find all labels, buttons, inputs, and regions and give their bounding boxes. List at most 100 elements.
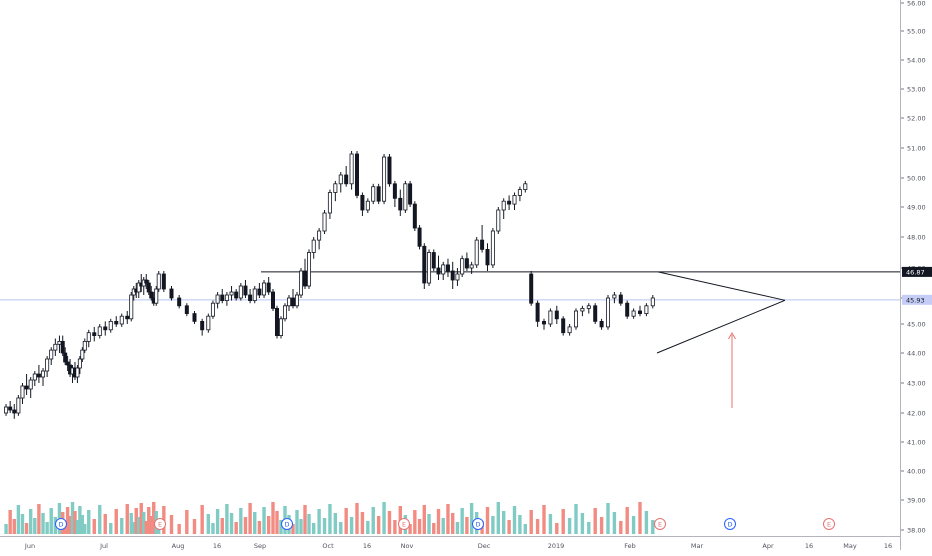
candle-body xyxy=(136,282,141,293)
volume-bar xyxy=(651,520,655,534)
event-label: D xyxy=(58,521,63,529)
candle-body xyxy=(548,310,553,325)
candle-body xyxy=(282,305,287,320)
candle-body xyxy=(311,239,316,253)
dividend-marker[interactable]: D xyxy=(55,518,67,530)
candle-body xyxy=(567,326,572,334)
time-tick-label: 16 xyxy=(363,542,371,550)
volume-bar xyxy=(125,504,129,534)
volume-bar xyxy=(37,504,41,534)
candle-body xyxy=(512,194,517,205)
candle-body xyxy=(650,297,655,307)
candle-body xyxy=(82,340,87,351)
earnings-marker[interactable]: E xyxy=(823,518,835,530)
candle-body xyxy=(129,294,134,320)
candle-body xyxy=(77,358,82,369)
time-tick-label: Aug xyxy=(172,542,185,550)
candle-body xyxy=(41,370,46,378)
volume-bar xyxy=(45,522,49,534)
volume-bar xyxy=(496,502,500,534)
dividend-marker[interactable]: D xyxy=(281,518,293,530)
event-label: E xyxy=(158,521,162,529)
candle-body xyxy=(542,320,547,325)
event-label: D xyxy=(727,521,732,529)
volume-bar xyxy=(441,518,445,534)
volume-bar xyxy=(185,510,189,534)
volume-bar xyxy=(215,509,220,534)
volume-bar xyxy=(68,516,72,534)
candle-body xyxy=(8,406,13,411)
candle-body xyxy=(257,288,262,296)
price-tick-label: 53.00 xyxy=(907,86,926,94)
candle-body xyxy=(507,200,512,205)
drawings xyxy=(656,271,786,408)
candle-body xyxy=(427,252,432,284)
time-tick-label: Dec xyxy=(478,542,491,550)
candle-body xyxy=(16,397,21,414)
time-tick-label: Jun xyxy=(24,542,35,550)
event-circle xyxy=(472,518,484,530)
volume-bar xyxy=(28,509,33,534)
volume-bar xyxy=(548,514,553,534)
candle-body xyxy=(92,332,97,337)
candle-body xyxy=(234,291,239,299)
event-circle xyxy=(154,518,166,530)
volume-bar xyxy=(220,518,224,534)
volume-bar xyxy=(253,512,257,534)
volume-bar xyxy=(491,516,495,534)
volume-bar xyxy=(535,519,540,534)
volume-bar xyxy=(132,522,136,534)
time-tick-label: 16 xyxy=(213,542,221,550)
dividend-marker[interactable]: D xyxy=(724,518,736,530)
candle-body xyxy=(294,294,299,307)
price-label: 46.87 xyxy=(906,268,925,276)
volume-bar xyxy=(382,502,386,534)
candle-body xyxy=(644,305,649,314)
volume-bar xyxy=(333,513,338,534)
volume-bar xyxy=(78,506,82,534)
earnings-marker[interactable]: E xyxy=(654,518,666,530)
candle-body xyxy=(382,156,387,202)
earnings-marker[interactable]: E xyxy=(398,518,410,530)
candle-body xyxy=(625,302,630,317)
price-tick-label: 51.00 xyxy=(907,145,926,153)
candle-body xyxy=(286,297,291,307)
volume-bar xyxy=(12,519,16,534)
price-tick-label: 49.00 xyxy=(907,204,926,212)
volume-bar xyxy=(234,522,238,534)
volume-bar xyxy=(644,511,649,534)
event-label: E xyxy=(658,521,662,529)
earnings-marker[interactable]: E xyxy=(154,518,166,530)
time-tick-label: Sep xyxy=(254,542,266,550)
candle-body xyxy=(412,203,417,229)
price-tick-label: 41.00 xyxy=(907,439,926,447)
candle-body xyxy=(86,332,91,342)
arrow-head xyxy=(728,332,736,340)
volume-bar xyxy=(317,509,321,534)
candle-body xyxy=(298,270,303,296)
candle-body xyxy=(317,230,322,241)
time-tick-label: 16 xyxy=(805,542,813,550)
volume-bar xyxy=(75,520,80,534)
volume-bar xyxy=(574,504,578,534)
dividend-marker[interactable]: D xyxy=(472,518,484,530)
volume-bar xyxy=(192,519,197,534)
candle-body xyxy=(63,352,68,363)
volume-bar xyxy=(387,511,392,534)
candle-body xyxy=(574,310,579,328)
candle-body xyxy=(554,310,559,320)
volume-bar xyxy=(266,516,271,534)
candle-body xyxy=(12,409,17,414)
volume-bar xyxy=(211,523,215,534)
candle-body xyxy=(445,264,450,272)
volume-bar xyxy=(393,520,397,534)
triangle-lower-line xyxy=(656,299,786,354)
time-axis[interactable]: Jun Jul Aug 16 Sep Oct 16 Nov Dec 2019 Feb Mar Apr 16… xyxy=(0,536,900,550)
volume-bar xyxy=(638,502,642,534)
price-label-box xyxy=(902,266,932,277)
candle-body xyxy=(45,358,50,372)
price-axis[interactable]: 56.00 55.00 54.00 53.00 52.00 51.00 50.00 49.00… xyxy=(900,0,932,550)
